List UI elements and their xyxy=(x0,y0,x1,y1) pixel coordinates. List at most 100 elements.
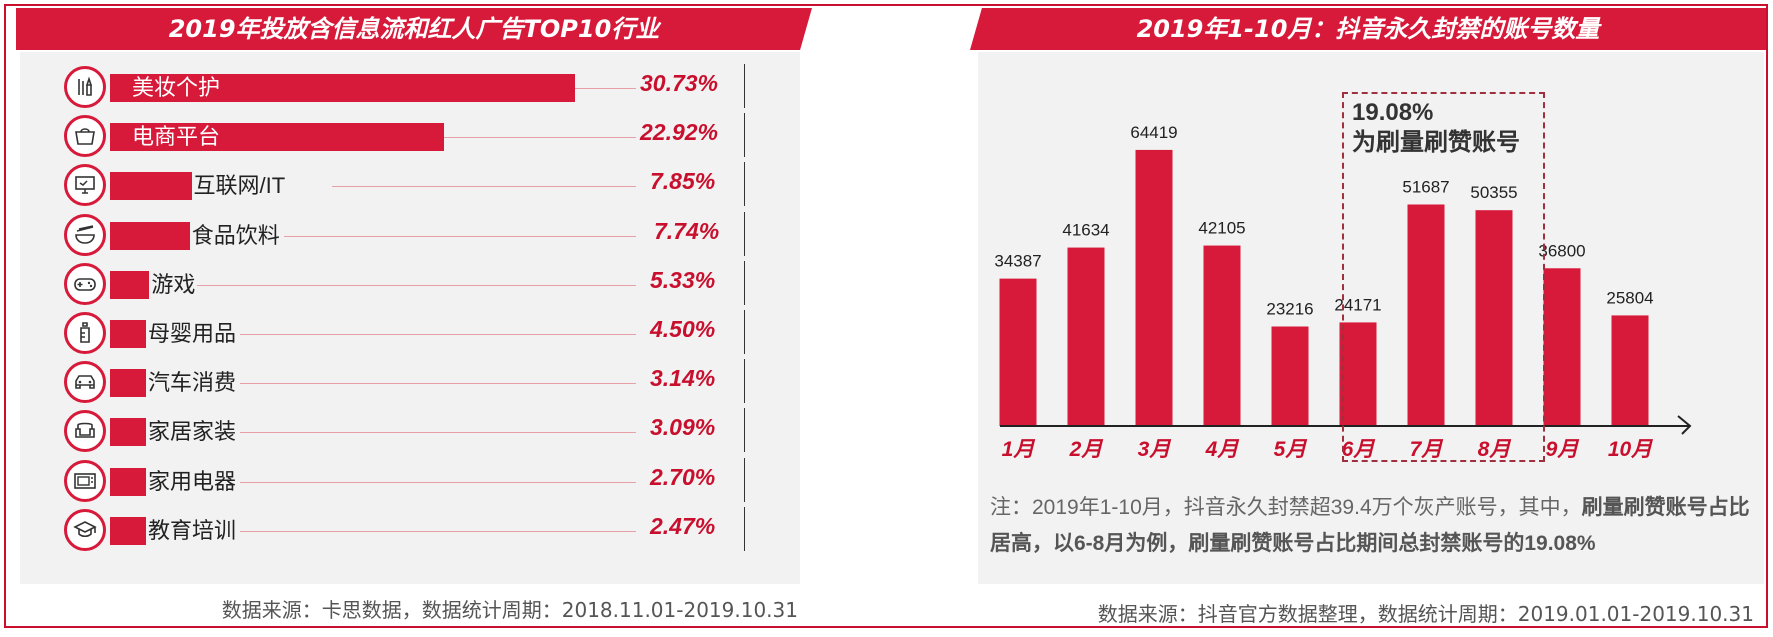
guide-line xyxy=(575,88,636,89)
month-tick-label: 3月 xyxy=(1138,438,1172,461)
month-tick-label: 7月 xyxy=(1410,438,1444,461)
industry-label: 食品饮料 xyxy=(191,222,280,248)
appliance-icon xyxy=(64,459,106,502)
industry-row: 家用电器 2.70% xyxy=(64,457,754,504)
bar-value-label: 64419 xyxy=(1130,123,1177,142)
sofa-icon xyxy=(64,410,106,453)
month-bar xyxy=(999,278,1037,426)
guide-line xyxy=(240,432,636,434)
cosmetics-icon xyxy=(64,66,106,108)
industry-row: 互联网/IT 7.85% xyxy=(64,162,754,208)
industry-percent: 2.70% xyxy=(650,463,716,490)
row-separator xyxy=(744,260,745,305)
industry-bar xyxy=(110,320,146,348)
month-tick-label: 9月 xyxy=(1546,438,1580,461)
baby-bottle-icon xyxy=(64,312,106,354)
row-separator xyxy=(744,113,745,158)
left-chart-title: 2019年投放含信息流和红人广告TOP10行业 xyxy=(16,8,812,50)
industry-label: 互联网/IT xyxy=(193,173,286,199)
row-separator xyxy=(744,457,745,502)
industry-label: 家用电器 xyxy=(148,468,237,494)
right-chart-title: 2019年1-10月：抖音永久封禁的账号数量 xyxy=(970,8,1766,50)
industry-bar xyxy=(110,221,190,250)
industry-bar xyxy=(110,74,575,102)
month-bar xyxy=(1543,268,1581,426)
industry-bar xyxy=(110,123,445,152)
industry-label: 教育培训 xyxy=(148,517,237,543)
annotation-text: 为刷量刷赞账号 xyxy=(1352,129,1520,156)
bar-value-label: 23216 xyxy=(1266,300,1313,319)
right-source: 数据来源：抖音官方数据整理，数据统计周期：2019.01.01-2019.10.… xyxy=(1097,602,1754,626)
industry-label: 游戏 xyxy=(151,271,196,297)
highlight-annotation: 19.08% 为刷量刷赞账号 xyxy=(1352,98,1520,158)
guide-line xyxy=(240,334,636,335)
guide-line xyxy=(240,481,636,483)
bar-value-label: 25804 xyxy=(1606,288,1653,307)
month-bar xyxy=(1203,245,1241,426)
industry-row: 母婴用品 4.50% xyxy=(64,310,754,356)
industry-percent: 30.73% xyxy=(640,70,719,96)
month-bar xyxy=(1407,204,1445,426)
industry-row: 汽车消费 3.14% xyxy=(64,359,754,405)
industry-percent: 7.74% xyxy=(654,217,720,244)
guide-line xyxy=(240,383,636,385)
industry-percent: 5.33% xyxy=(650,266,716,293)
industry-row: 家居家装 3.09% xyxy=(64,408,754,454)
industry-row: 食品饮料 7.74% xyxy=(64,211,754,258)
industry-bar xyxy=(110,369,146,398)
industry-bar xyxy=(110,516,146,545)
industry-row: 电商平台 22.92% xyxy=(64,113,754,159)
note-plain: 注：2019年1-10月，抖音永久封禁超39.4万个灰产账号，其中， xyxy=(990,496,1582,519)
bar-value-label: 34387 xyxy=(994,252,1041,271)
bar-value-label: 51687 xyxy=(1402,177,1449,196)
month-bar xyxy=(1135,149,1173,426)
annotation-percent: 19.08% xyxy=(1352,99,1434,126)
computer-icon xyxy=(64,164,106,207)
industry-label: 母婴用品 xyxy=(148,321,237,346)
industry-bar xyxy=(110,418,146,447)
industry-label: 电商平台 xyxy=(132,124,221,150)
ban-count-bar-chart: 34387 1月 41634 2月 64419 3月 42105 4月 23216 5月 24171… xyxy=(994,123,1692,461)
note-bold: 刷量刷赞账号占比居高，以6-8月为例，刷量刷赞账号占比期间总封禁账号的19.08… xyxy=(990,496,1750,555)
month-bar xyxy=(1475,210,1513,426)
industry-percent: 7.85% xyxy=(650,168,716,195)
month-tick-label: 6月 xyxy=(1342,438,1376,461)
industry-bar xyxy=(110,172,192,201)
row-separator xyxy=(744,408,745,453)
month-tick-label: 8月 xyxy=(1478,438,1512,461)
highlight-box xyxy=(1342,92,1545,462)
guide-line xyxy=(331,186,636,188)
bar-value-label: 50355 xyxy=(1470,183,1517,202)
row-separator xyxy=(744,359,745,404)
industry-label: 家居家装 xyxy=(148,419,237,445)
industry-row: 游戏 5.33% xyxy=(64,260,754,307)
industry-percent: 4.50% xyxy=(650,316,716,342)
month-tick-label: 4月 xyxy=(1205,438,1240,461)
month-bar xyxy=(1067,247,1105,426)
row-separator xyxy=(744,162,745,207)
month-tick-label: 5月 xyxy=(1274,438,1308,461)
industry-row: 教育培训 2.47% xyxy=(64,506,754,553)
row-separator xyxy=(744,506,745,551)
gamepad-icon xyxy=(64,262,106,305)
guide-line xyxy=(283,235,636,237)
industry-bar xyxy=(110,467,146,496)
bar-value-label: 41634 xyxy=(1062,221,1109,240)
month-bar xyxy=(1611,315,1649,426)
industry-percent: 2.47% xyxy=(650,512,716,539)
guide-line xyxy=(197,284,636,286)
graduation-cap-icon xyxy=(64,508,106,551)
bar-value-label: 36800 xyxy=(1538,241,1585,260)
food-bowl-icon xyxy=(64,213,106,256)
industry-percent: 3.14% xyxy=(650,365,716,392)
bar-value-label: 42105 xyxy=(1198,219,1245,238)
shopping-bag-icon xyxy=(64,115,106,158)
industry-percent: 3.09% xyxy=(650,414,716,441)
row-separator xyxy=(744,310,745,354)
month-bar xyxy=(1339,322,1377,426)
bar-value-label: 24171 xyxy=(1334,295,1381,314)
month-tick-label: 1月 xyxy=(1002,438,1036,461)
chart-note: 注：2019年1-10月，抖音永久封禁超39.4万个灰产账号，其中，刷量刷赞账号… xyxy=(990,490,1750,562)
row-separator xyxy=(744,64,745,108)
industry-bar xyxy=(110,270,150,299)
